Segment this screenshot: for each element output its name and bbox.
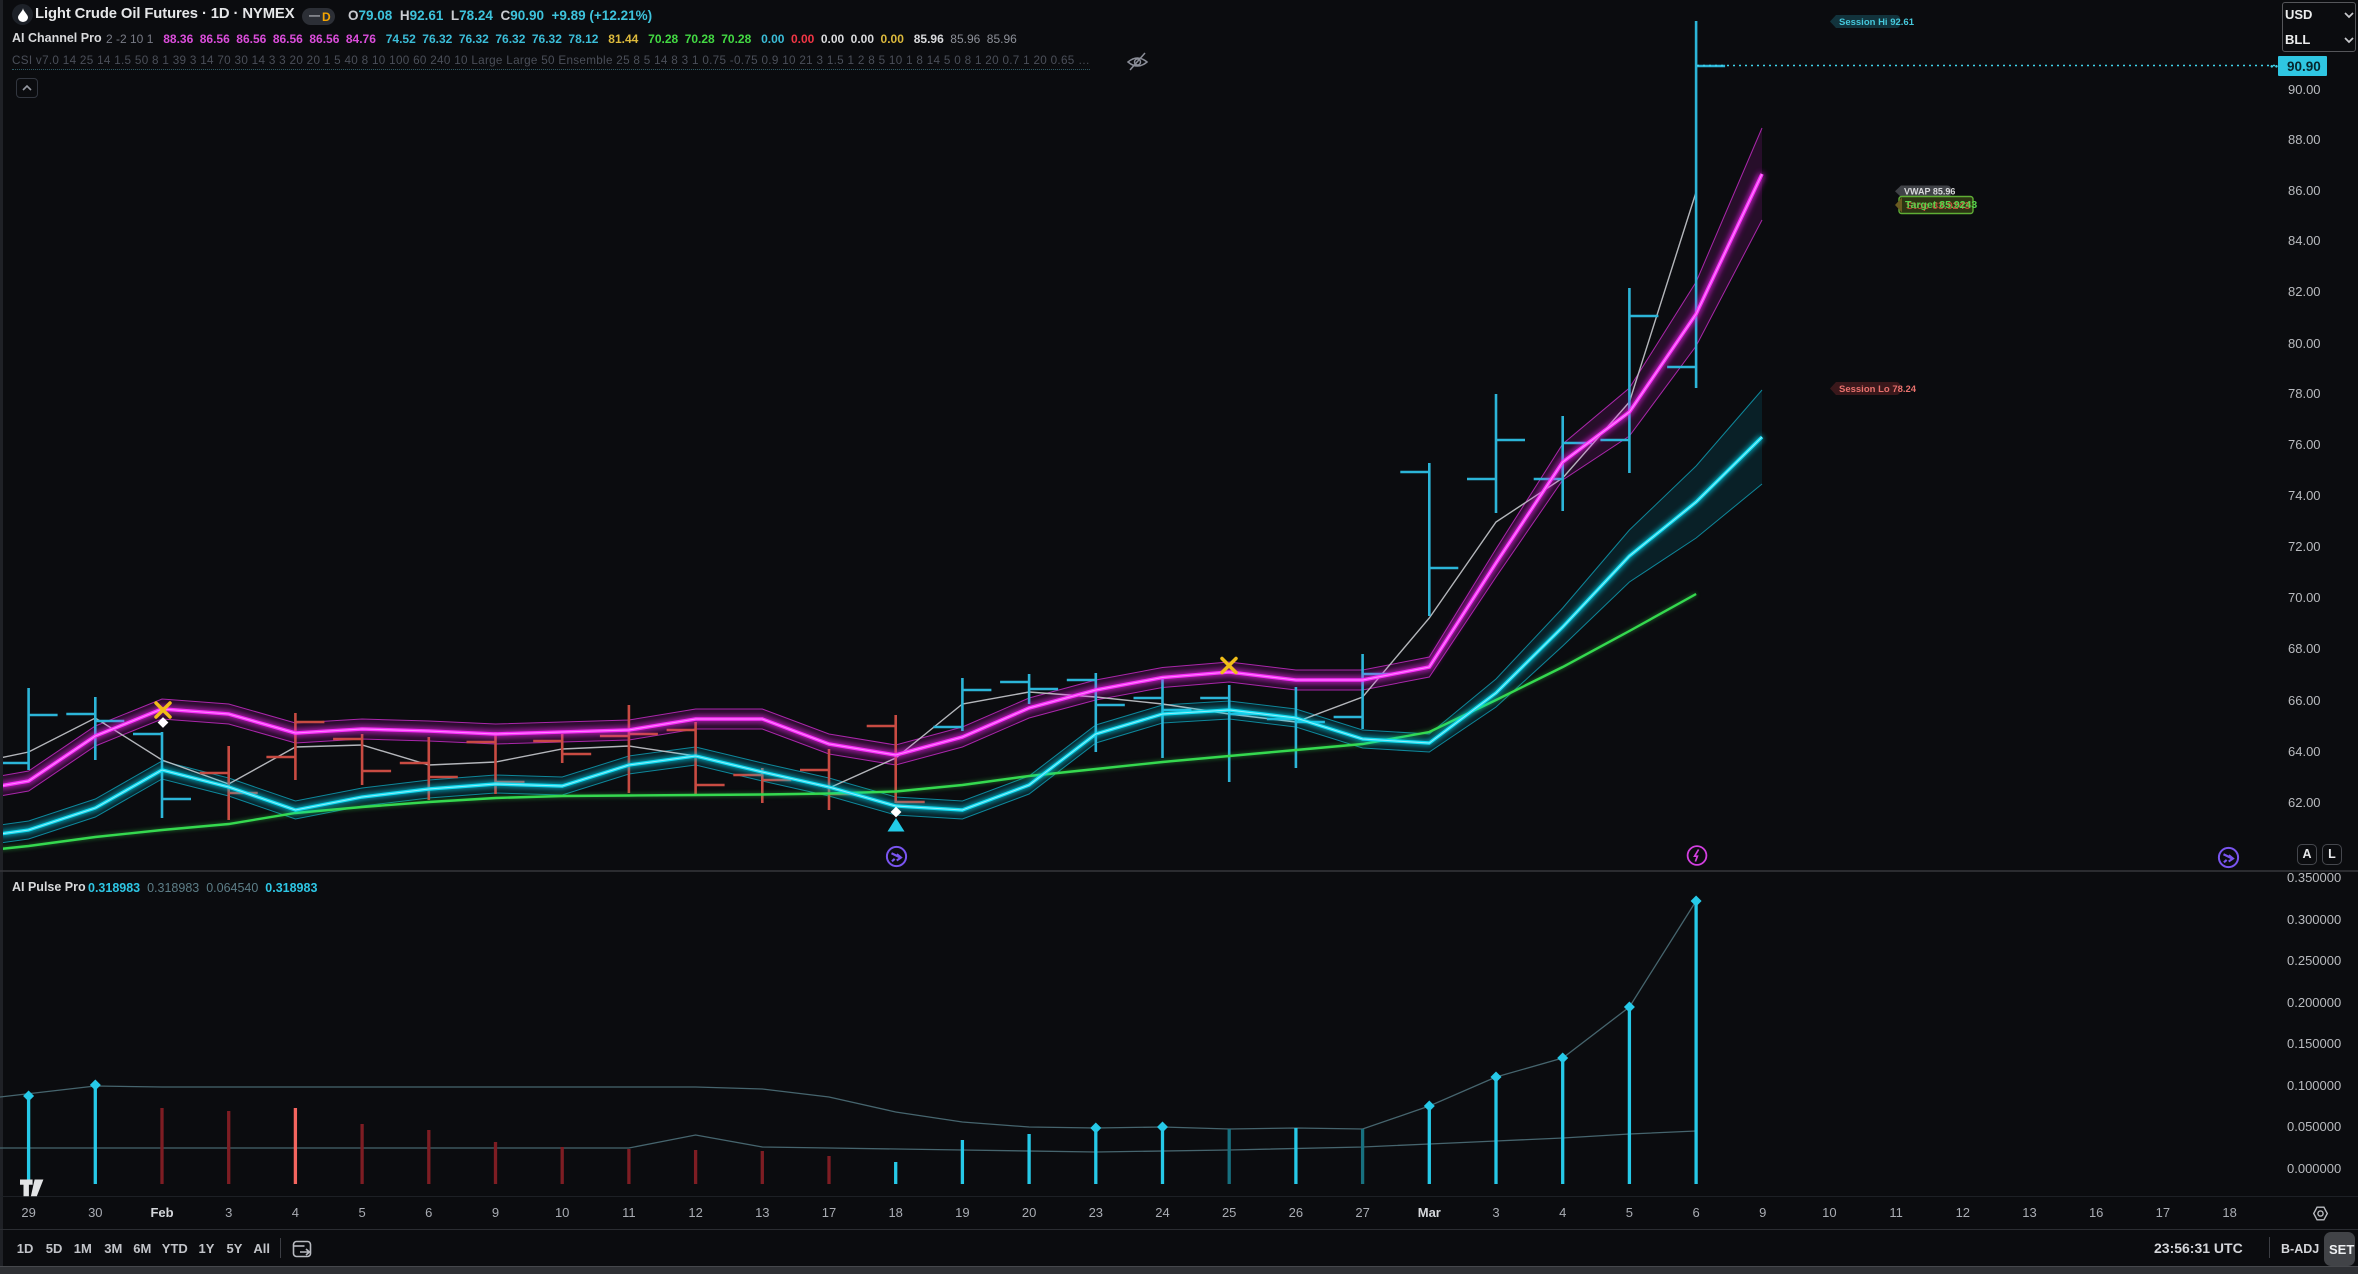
svg-text:VWAP 85.96: VWAP 85.96 xyxy=(1904,187,1955,197)
svg-text:Target 85.9243: Target 85.9243 xyxy=(1905,199,1977,211)
svg-text:Session Lo 78.24: Session Lo 78.24 xyxy=(1839,384,1917,395)
svg-text:Stop 83.9243: Stop 83.9243 xyxy=(1906,200,1970,212)
svg-text:Session Hi 92.61: Session Hi 92.61 xyxy=(1839,17,1915,28)
